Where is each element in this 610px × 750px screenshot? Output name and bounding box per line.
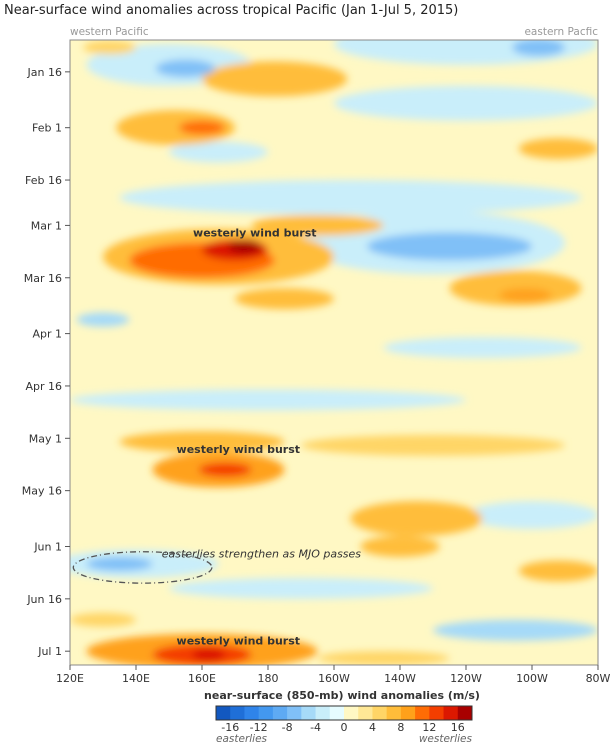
y-tick-label: Jun 16: [26, 593, 62, 606]
colorbar-tick-label: -8: [282, 721, 293, 734]
colorbar-swatch: [443, 706, 459, 720]
anomaly-feature: [70, 389, 466, 411]
x-tick-label: 180: [258, 672, 279, 685]
colorbar-swatch: [372, 706, 388, 720]
colorbar-swatch: [287, 706, 302, 720]
anomaly-feature: [235, 288, 334, 310]
x-tick-label: 140W: [384, 672, 416, 685]
y-tick-label: Feb 16: [25, 174, 62, 187]
colorbar-frame: [215, 705, 473, 721]
colorbar-tick-label: 4: [369, 721, 376, 734]
x-tick-label: 160W: [318, 672, 350, 685]
colorbar-swatch: [230, 706, 245, 720]
anomaly-feature: [178, 120, 226, 135]
anomaly-feature: [86, 556, 153, 571]
anomaly-feature: [119, 180, 582, 215]
colorbar-swatch: [272, 706, 288, 720]
western-pacific-label: western Pacific: [70, 26, 149, 38]
colorbar-tick-label: 16: [451, 721, 465, 734]
anomaly-feature: [198, 462, 252, 477]
x-tick-label: 100W: [516, 672, 548, 685]
colorbar-swatch: [358, 706, 373, 720]
anomaly-feature: [317, 651, 450, 665]
anomaly-feature: [512, 40, 565, 57]
easterlies-label: easterlies: [216, 733, 268, 745]
y-tick-label: May 1: [29, 432, 62, 445]
y-tick-label: May 16: [22, 485, 62, 498]
x-axis: 120E 140E 160E 180 160W 140W 120W 100W 80W: [56, 665, 610, 685]
y-tick-label: Feb 1: [32, 122, 62, 135]
colorbar-swatch: [429, 706, 445, 720]
anomaly-feature: [499, 288, 552, 303]
anomaly-field: [70, 40, 598, 665]
y-tick-label: Mar 16: [24, 272, 62, 285]
colorbar-swatch: [258, 706, 274, 720]
anomaly-feature: [383, 337, 582, 359]
colorbar-title: near-surface (850-mb) wind anomalies (m/…: [204, 689, 480, 702]
anomaly-feature: [116, 110, 235, 146]
anomaly-feature: [334, 85, 598, 121]
anomaly-feature: [169, 577, 433, 599]
anomaly-feature: [518, 138, 598, 160]
anomaly-feature: [350, 501, 483, 537]
anomaly-feature: [301, 434, 565, 456]
anomaly-feature: [83, 40, 136, 55]
annotation-label: westerly wind burst: [177, 635, 301, 648]
colorbar-swatch: [457, 706, 473, 720]
colorbar-tick-label: -4: [310, 721, 321, 734]
anomaly-feature: [155, 59, 216, 78]
anomaly-feature: [466, 501, 598, 530]
annotations: westerly wind burst westerly wind burst ea…: [72, 226, 362, 648]
anomaly-feature: [192, 647, 226, 662]
anomaly-feature: [360, 536, 440, 557]
y-tick-label: Jun 1: [33, 540, 62, 553]
colorbar-tick-label: -16: [221, 721, 239, 734]
anomaly-feature: [433, 619, 598, 641]
anomaly-feature: [251, 214, 384, 236]
colorbar-swatch: [386, 706, 402, 720]
anomaly-feature: [169, 141, 268, 163]
anomaly-feature: [367, 232, 532, 261]
mjo-highlight-ellipse: [72, 551, 213, 584]
y-tick-label: Jul 1: [37, 645, 62, 658]
colorbar-swatch: [329, 706, 345, 720]
colorbar-swatch: [244, 706, 260, 720]
y-tick-label: Apr 16: [25, 380, 62, 393]
anomaly-feature: [202, 61, 348, 97]
y-tick-label: Apr 1: [32, 328, 62, 341]
colorbar-swatch: [315, 706, 331, 720]
colorbar-swatch: [344, 706, 359, 720]
colorbar: near-surface (850-mb) wind anomalies (m/…: [204, 689, 480, 745]
x-tick-label: 80W: [586, 672, 610, 685]
x-tick-label: 120W: [450, 672, 482, 685]
annotation-label: westerly wind burst: [177, 443, 301, 456]
colorbar-tick-label: 12: [422, 721, 436, 734]
colorbar-swatch: [216, 706, 231, 720]
y-tick-label: Jan 16: [27, 66, 62, 79]
eastern-pacific-label: eastern Pacfic: [524, 26, 598, 38]
anomaly-feature: [518, 560, 598, 582]
anomaly-feature: [119, 431, 285, 453]
y-tick-label: Mar 1: [31, 219, 62, 232]
anomaly-feature: [76, 312, 130, 327]
annotation-label: easterlies strengthen as MJO passes: [162, 547, 362, 560]
colorbar-swatch: [415, 706, 430, 720]
colorbar-swatch: [301, 706, 317, 720]
colorbar-tick-label: 8: [397, 721, 404, 734]
plot-area: [70, 40, 598, 665]
chart-title: Near-surface wind anomalies across tropi…: [4, 3, 458, 18]
colorbar-tick-label: -12: [250, 721, 268, 734]
anomaly-feature: [70, 612, 136, 627]
y-axis: Jan 16 Feb 1 Feb 16 Mar 1 Mar 16 Apr 1 Apr 16 M…: [22, 66, 70, 658]
annotation-label: westerly wind burst: [193, 226, 317, 239]
colorbar-tick-label: 0: [341, 721, 348, 734]
westerlies-label: westerlies: [419, 733, 473, 745]
anomaly-feature: [228, 239, 262, 254]
colorbar-swatch: [400, 706, 416, 720]
x-tick-label: 120E: [56, 672, 84, 685]
x-tick-label: 140E: [122, 672, 150, 685]
x-tick-label: 160E: [188, 672, 216, 685]
